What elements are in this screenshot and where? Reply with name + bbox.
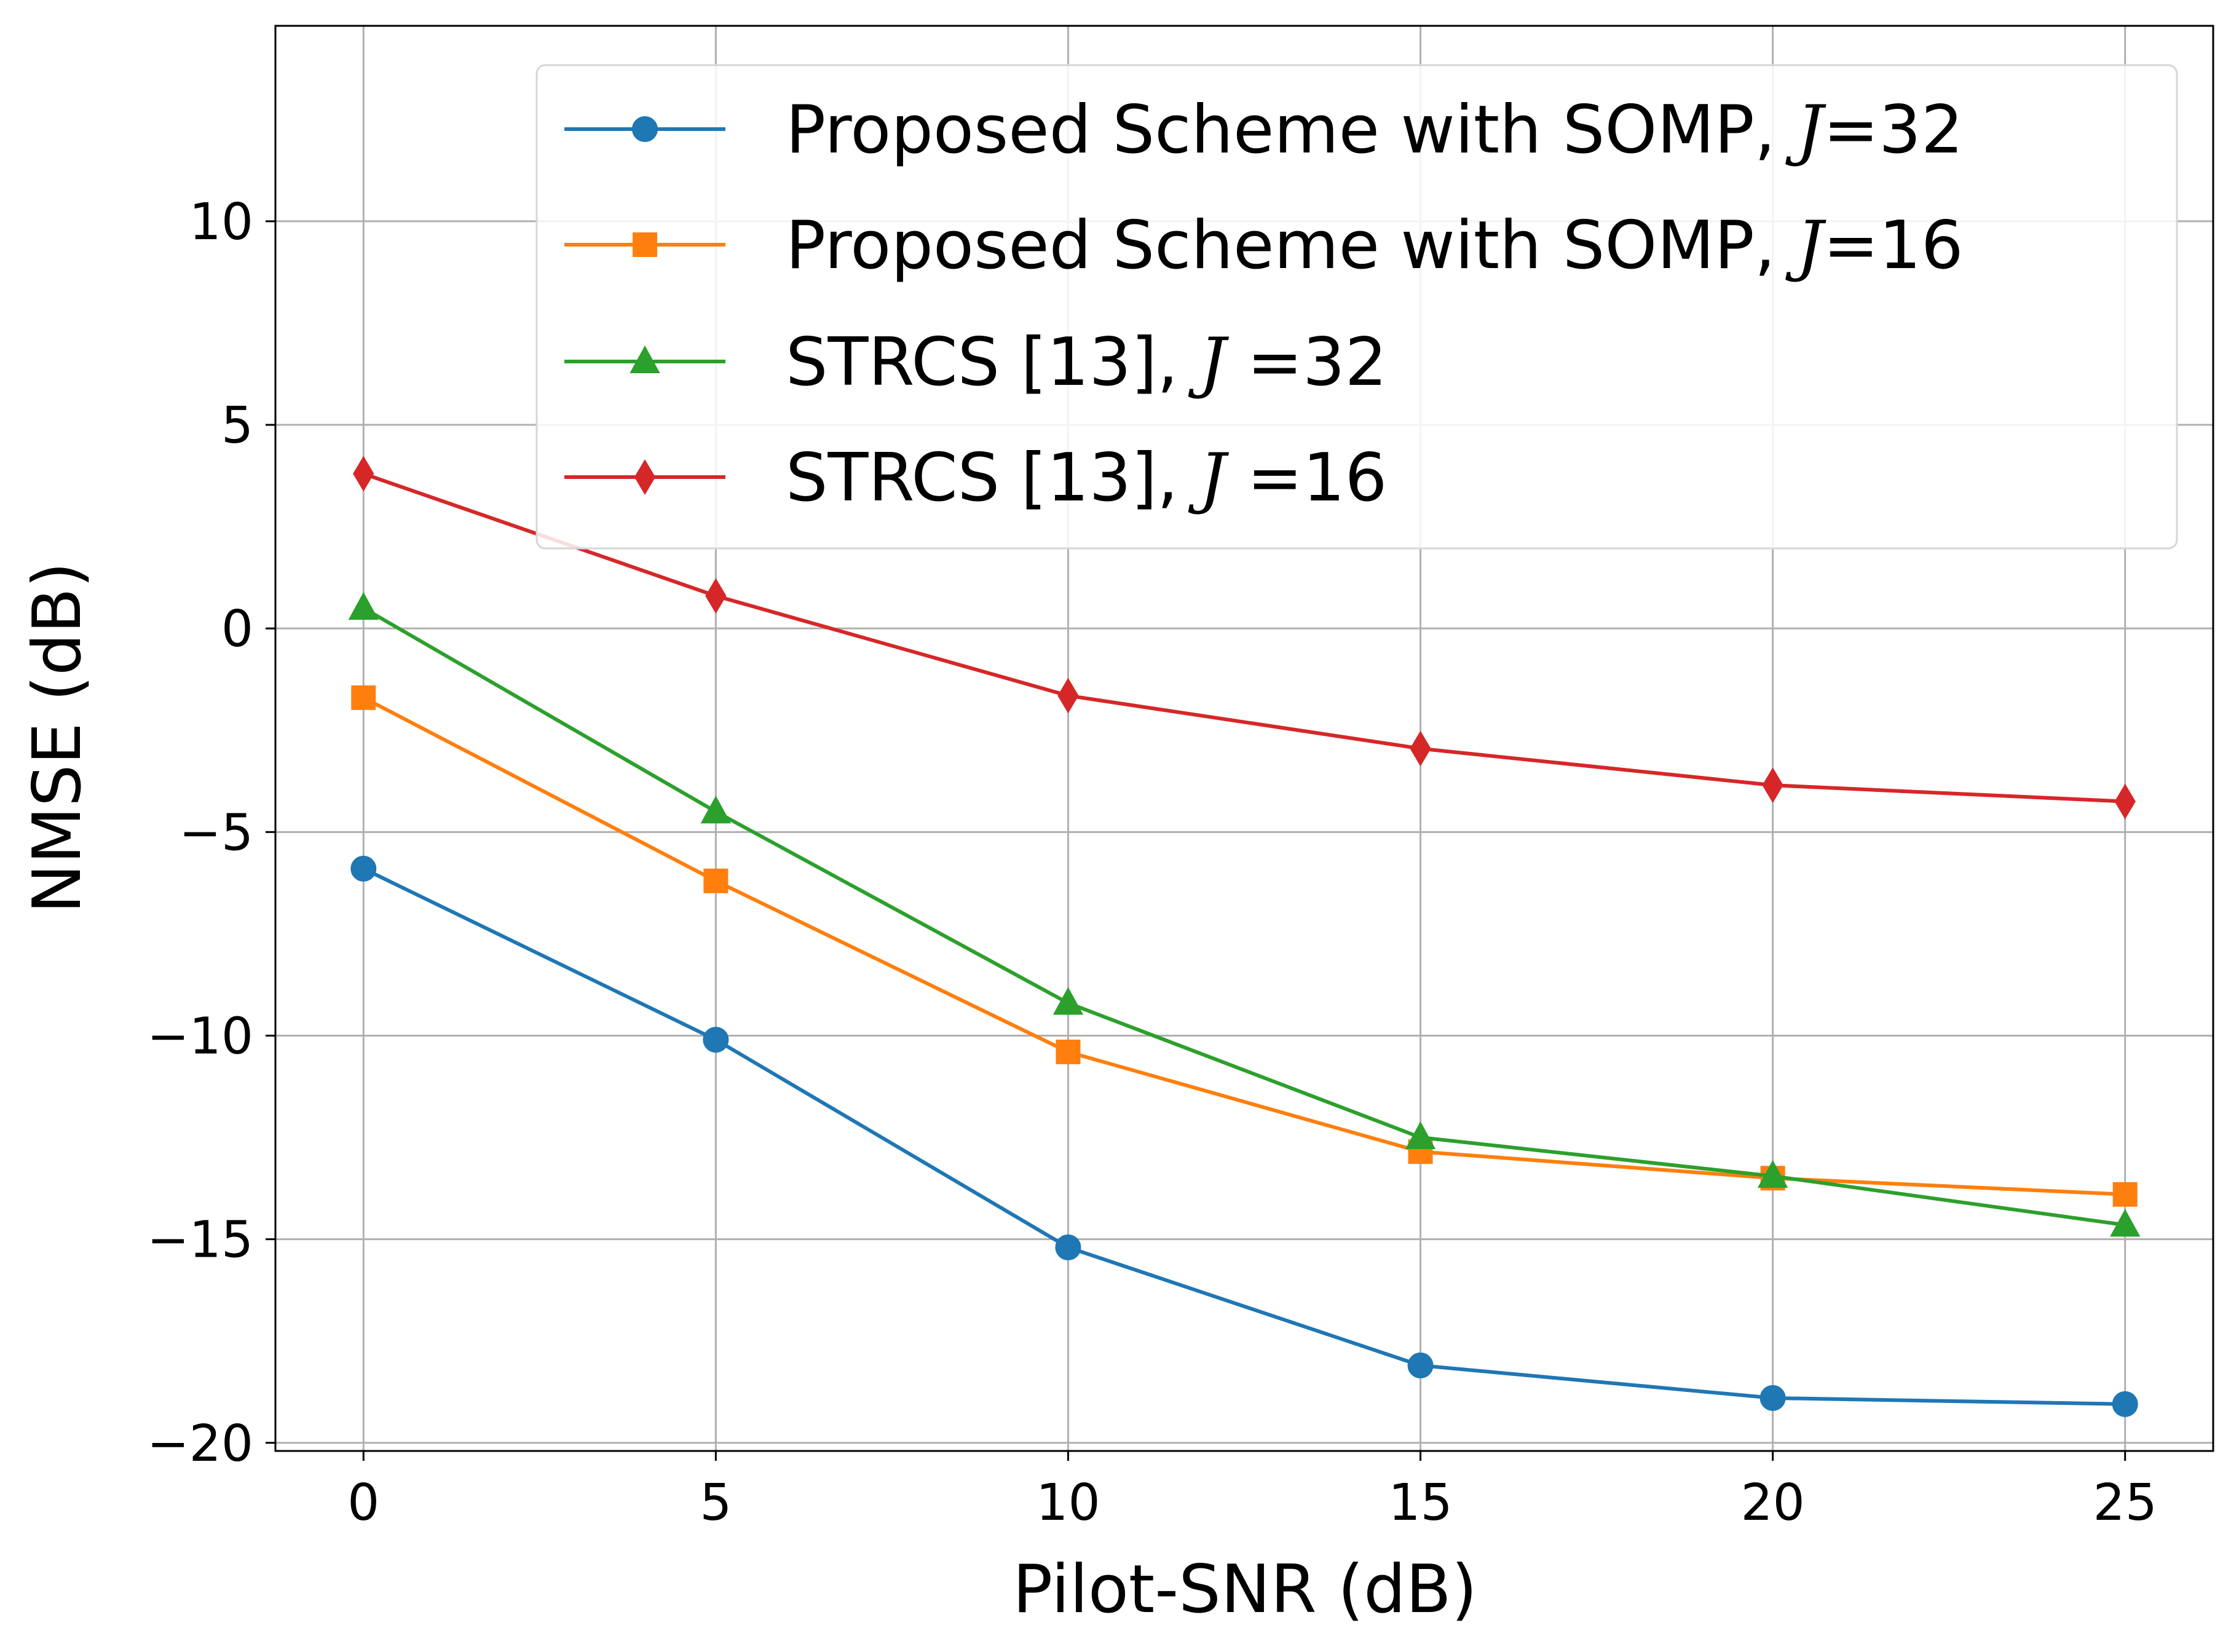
data-point-marker	[352, 686, 375, 709]
x-tick-label: 15	[1388, 1474, 1452, 1532]
data-point-marker	[2114, 1183, 2137, 1206]
y-tick-label: −10	[147, 1007, 253, 1065]
y-tick-label: 10	[189, 193, 253, 251]
data-point-marker	[2113, 1392, 2138, 1417]
x-tick-label: 25	[2093, 1474, 2157, 1532]
x-tick-label: 20	[1740, 1474, 1804, 1532]
legend-marker	[633, 117, 657, 141]
legend-label: Proposed Scheme with SOMP, J=32	[786, 92, 1964, 168]
data-point-marker	[1408, 1353, 1433, 1378]
legend: Proposed Scheme with SOMP, J=32 Proposed …	[537, 65, 2177, 548]
data-point-marker	[351, 856, 376, 881]
y-tick-label: −15	[147, 1211, 253, 1270]
y-tick-label: −5	[179, 804, 253, 862]
data-point-marker	[1056, 1040, 1080, 1064]
data-point-marker	[703, 1027, 728, 1052]
legend-label: Proposed Scheme with SOMP, J=16	[786, 207, 1964, 284]
nmse-line-chart: 0 5 10 15 20 25 −20 −15 −10 −5 0 5 10 Pilot-SNR (dB)…	[0, 0, 2231, 1650]
figure: 0 5 10 15 20 25 −20 −15 −10 −5 0 5 10 Pilot-SNR (dB)…	[0, 0, 2231, 1650]
x-tick-label: 5	[700, 1474, 732, 1532]
y-axis-title: NMSE (dB)	[19, 562, 96, 914]
legend-marker	[633, 233, 657, 256]
data-point-marker	[704, 869, 727, 893]
y-tick-label: 5	[221, 397, 253, 455]
x-tick-label: 0	[347, 1474, 379, 1532]
x-axis-title: Pilot-SNR (dB)	[1013, 1551, 1477, 1628]
data-point-marker	[1761, 1386, 1785, 1410]
x-tick-label: 10	[1036, 1474, 1100, 1532]
legend-label: STRCS [13], J =16	[786, 440, 1387, 516]
y-tick-label: −20	[147, 1415, 253, 1473]
data-point-marker	[1056, 1235, 1080, 1260]
y-tick-label: 0	[221, 600, 253, 658]
legend-label: STRCS [13], J =32	[786, 324, 1387, 401]
